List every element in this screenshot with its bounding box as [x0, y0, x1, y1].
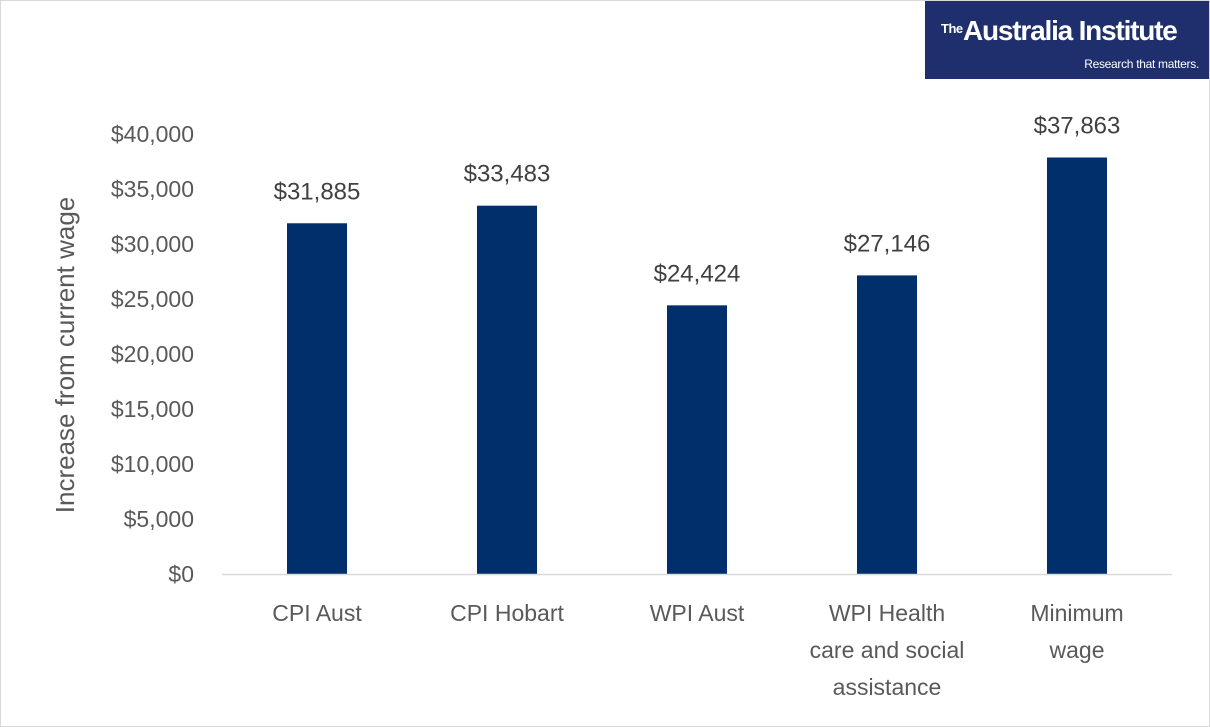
x-category-label: CPI Aust	[272, 600, 362, 626]
data-label: $37,863	[1034, 113, 1121, 140]
x-category-label: Minimum wage	[1030, 600, 1123, 663]
bar	[287, 223, 347, 574]
y-axis-title: Increase from current wage	[50, 197, 80, 513]
x-category-label: WPI Health care and social assistance	[810, 600, 965, 700]
y-tick-label: $15,000	[111, 396, 194, 422]
australia-institute-logo: The Australia Institute Research that ma…	[925, 1, 1209, 79]
data-labels: $31,885 $33,483 $24,424 $27,146 $37,863	[274, 113, 1121, 288]
y-tick-label: $30,000	[111, 231, 194, 257]
y-tick-label: $10,000	[111, 451, 194, 477]
y-tick-label: $25,000	[111, 286, 194, 312]
y-tick-label: $35,000	[111, 176, 194, 202]
logo-tagline: Research that matters.	[1084, 57, 1199, 71]
bar	[477, 205, 537, 574]
bar	[667, 305, 727, 574]
data-label: $31,885	[274, 178, 361, 205]
data-label: $33,483	[464, 161, 551, 188]
x-axis-labels: CPI Aust CPI Hobart WPI Aust WPI Health care…	[272, 600, 1123, 700]
logo-name: Australia Institute	[963, 15, 1178, 46]
bar	[1047, 157, 1107, 574]
data-label: $27,146	[844, 230, 931, 257]
bar	[857, 275, 917, 574]
y-tick-label: $0	[168, 561, 194, 587]
x-category-label: CPI Hobart	[450, 600, 564, 626]
y-tick-label: $5,000	[124, 506, 194, 532]
logo-the: The	[941, 21, 963, 36]
y-tick-label: $20,000	[111, 341, 194, 367]
y-axis-ticks: $0 $5,000 $10,000 $15,000 $20,000 $25,000 $30,…	[111, 121, 194, 587]
bars	[287, 157, 1107, 574]
x-category-label: WPI Aust	[650, 600, 745, 626]
y-tick-label: $40,000	[111, 121, 194, 147]
data-label: $24,424	[654, 260, 741, 287]
